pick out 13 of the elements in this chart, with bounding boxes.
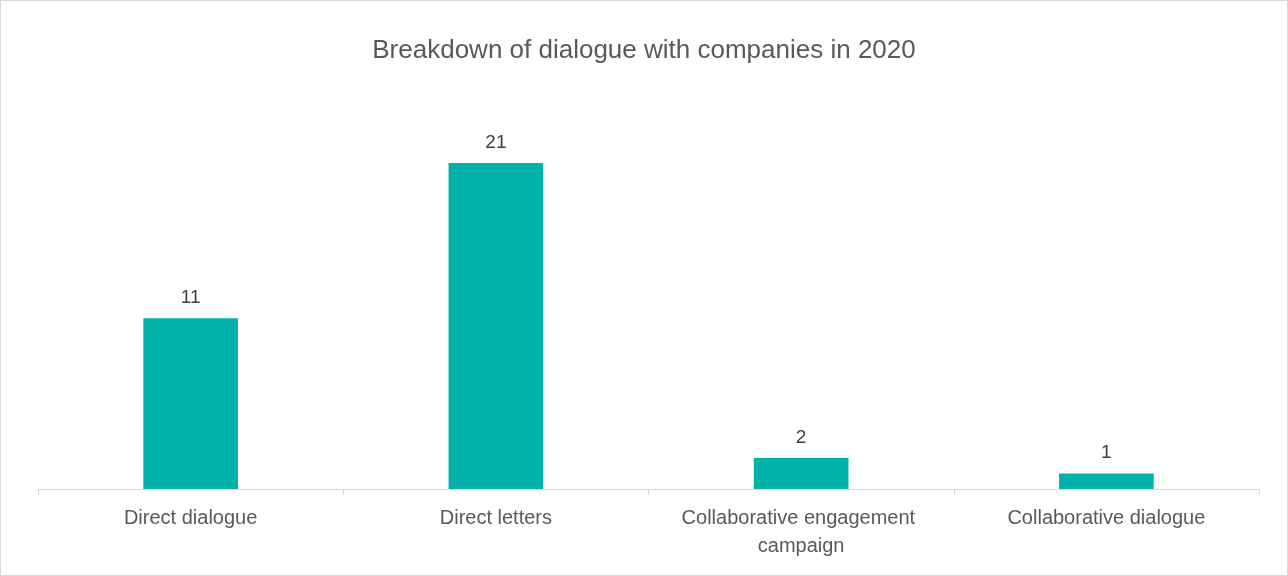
bar (753, 457, 849, 489)
bar (143, 318, 238, 489)
chart-title: Breakdown of dialogue with companies in 2020 (372, 34, 916, 64)
bar (1059, 473, 1154, 489)
x-tick-label: Direct letters (439, 506, 552, 528)
data-label: 2 (795, 425, 807, 447)
bar (448, 163, 544, 489)
data-label: 11 (180, 286, 201, 308)
data-label: 21 (485, 131, 507, 153)
x-tick-label: Collaborative engagement campaign (681, 506, 921, 556)
x-tick-label: Collaborative dialogue (1007, 506, 1206, 528)
data-label: 1 (1101, 441, 1112, 463)
x-tick-label: Direct dialogue (123, 506, 258, 528)
